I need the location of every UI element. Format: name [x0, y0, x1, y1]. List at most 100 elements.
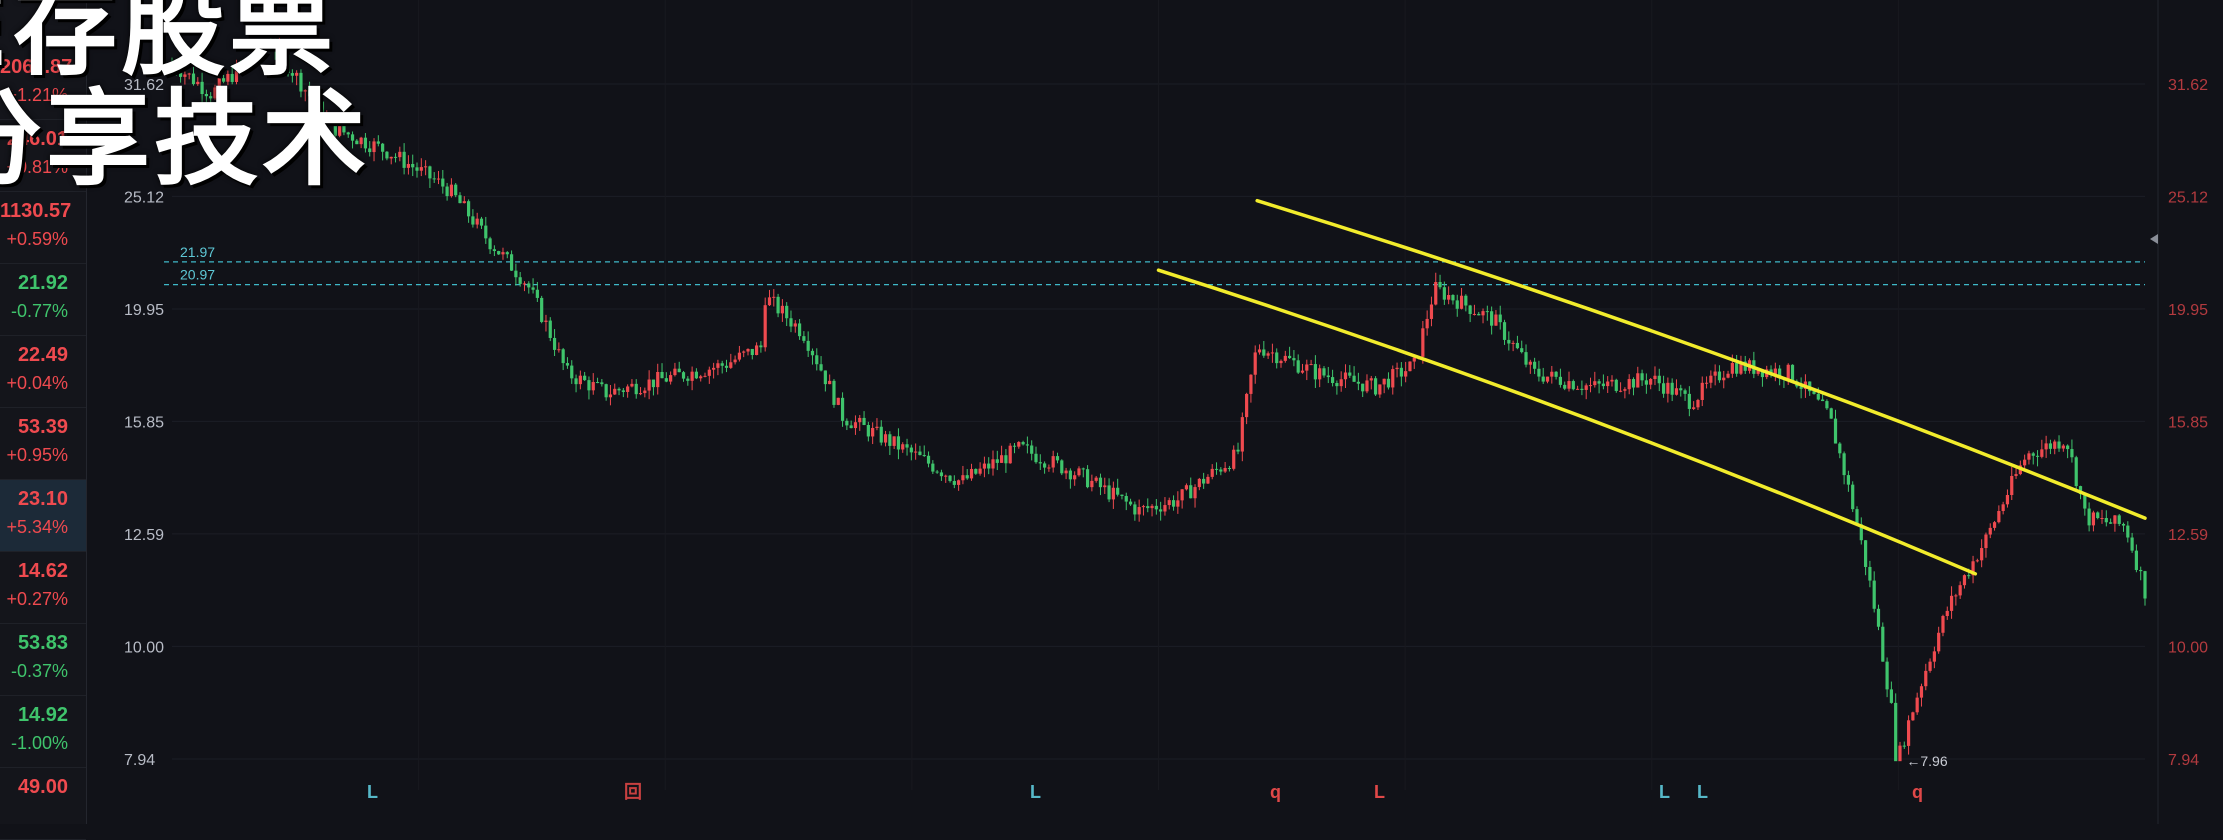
candle	[449, 178, 454, 198]
watchlist-item[interactable]: 246.01 +0.81%	[0, 120, 86, 192]
candle	[1305, 359, 1309, 381]
candle	[475, 212, 479, 229]
overlay-title-line1: E存股票	[0, 0, 338, 90]
candle	[1700, 376, 1704, 407]
candle	[239, 60, 243, 73]
candle	[1670, 378, 1674, 402]
candle	[2057, 435, 2061, 452]
candle	[1997, 505, 2001, 524]
candle	[2113, 515, 2117, 532]
candle	[944, 474, 948, 483]
signal-marker[interactable]: L	[1697, 782, 1708, 802]
watchlist-item-price: 49.00	[17, 776, 68, 798]
reference-line-label: 20.97	[180, 267, 215, 283]
watchlist-item-change: +0.81%	[6, 157, 68, 177]
signal-marker[interactable]: q	[1912, 782, 1923, 802]
candle	[492, 245, 496, 257]
signal-marker[interactable]: q	[1270, 782, 1281, 802]
signal-marker[interactable]: 回	[624, 782, 642, 802]
candle	[918, 445, 922, 456]
candle	[174, 58, 178, 76]
candle	[1554, 371, 1558, 380]
candle	[2001, 501, 2005, 515]
watchlist-item[interactable]: 1130.57 +0.59%	[0, 192, 86, 264]
signal-marker[interactable]: L	[1374, 782, 1385, 802]
watchlist-item[interactable]: 49.00	[0, 768, 86, 840]
candle	[363, 133, 368, 153]
price-tick-right: 10.00	[2168, 639, 2208, 656]
watchlist-item[interactable]: 21.92 -0.77%	[0, 264, 86, 336]
candle	[1550, 365, 1554, 384]
candle	[1735, 354, 1739, 377]
candle	[514, 263, 518, 286]
signal-marker[interactable]: L	[1659, 782, 1670, 802]
candle	[1949, 586, 1954, 619]
candle	[716, 359, 720, 376]
candle	[1545, 376, 1550, 384]
price-tick-left: 10.00	[124, 639, 164, 656]
candle	[1649, 377, 1653, 390]
candle	[707, 366, 711, 384]
candle	[1773, 362, 1777, 382]
candle	[1361, 383, 1365, 398]
watchlist-item[interactable]: 22.49 +0.04%	[0, 336, 86, 408]
candle	[2091, 510, 2096, 532]
candle	[613, 383, 617, 395]
candle	[1348, 365, 1352, 378]
candle	[1928, 658, 1932, 673]
watchlist-item[interactable]: 23.10 +5.34%	[0, 480, 86, 552]
watchlist-item-price: 246.01	[6, 128, 68, 150]
candle	[557, 342, 561, 353]
candle	[466, 199, 471, 223]
candle	[1472, 304, 1477, 316]
candle	[303, 89, 307, 102]
candle	[608, 385, 613, 406]
candle	[1919, 683, 1924, 707]
candle	[578, 370, 582, 390]
candle	[1090, 474, 1094, 492]
candle	[1292, 350, 1296, 367]
candle	[1042, 461, 1047, 474]
candle	[969, 463, 974, 481]
candle	[2096, 511, 2100, 520]
candle	[1077, 466, 1081, 477]
current-price-pointer	[2150, 234, 2158, 244]
candle	[1739, 355, 1743, 376]
candle	[793, 320, 797, 333]
candle	[1425, 310, 1429, 336]
candle	[1975, 558, 1979, 563]
candle	[2130, 532, 2134, 553]
candle	[883, 430, 888, 447]
signal-marker[interactable]: L	[1030, 782, 1041, 802]
candle	[436, 170, 441, 185]
candle	[1692, 401, 1696, 411]
candle	[221, 74, 226, 84]
candle	[325, 110, 329, 124]
watchlist-item-change: -1.00%	[10, 733, 68, 753]
candle	[497, 250, 501, 255]
watchlist-item[interactable]: 14.92 -1.00%	[0, 696, 86, 768]
candle	[1313, 355, 1317, 388]
candle	[1197, 477, 1201, 491]
watchlist-item[interactable]: 2061.87 +1.21%	[0, 48, 86, 120]
candle	[896, 428, 901, 460]
candle	[1606, 376, 1610, 393]
candle	[1034, 446, 1038, 464]
candle	[1851, 481, 1855, 513]
candle	[1399, 362, 1403, 387]
candle	[1614, 378, 1618, 393]
candle	[1631, 377, 1636, 396]
watchlist-item[interactable]: 53.83 -0.37%	[0, 624, 86, 696]
watchlist-item[interactable]: 14.62 +0.27%	[0, 552, 86, 624]
candle	[660, 363, 664, 379]
candle	[1326, 366, 1330, 384]
signal-marker[interactable]: L	[367, 782, 378, 802]
candle	[1266, 351, 1270, 359]
candle	[217, 73, 221, 90]
candle	[183, 71, 187, 85]
watchlist-item[interactable]: 53.39 +0.95%	[0, 408, 86, 480]
candle	[1627, 374, 1631, 395]
candle	[1533, 357, 1537, 375]
candle	[299, 69, 303, 98]
